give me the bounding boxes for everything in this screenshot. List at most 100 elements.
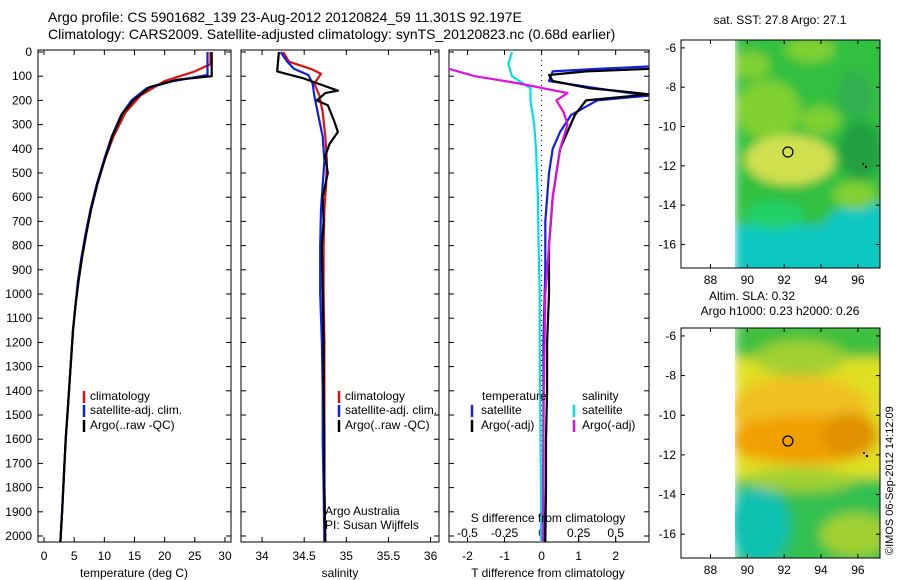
argo-australia-annotation: Argo Australia (325, 504, 400, 518)
top-tick-label: 0.5 (607, 526, 624, 540)
salinity-profiles (276, 51, 339, 542)
map-y-tick-label: -8 (665, 80, 676, 94)
legend-label-satellite-adj: satellite-adj. clim. (90, 403, 182, 417)
sst-heatmap (681, 40, 880, 268)
legend-title-salinity: salinity (582, 389, 619, 403)
x-tick-label: 20 (158, 549, 172, 563)
x-tick-label: 35 (340, 549, 354, 563)
x-tick-label: 34 (255, 549, 269, 563)
y-tick-label: 0 (25, 45, 32, 59)
legend-label-climatology: climatology (345, 389, 405, 403)
map-y-tick-label: -6 (665, 329, 676, 343)
sst-map-frame (680, 39, 881, 269)
temperature-plot-frame (37, 49, 232, 543)
legend-label-temp-argo: Argo(-adj) (481, 418, 534, 432)
legend-label-sal-satellite: satellite (582, 403, 623, 417)
map-x-tick-label: 96 (851, 273, 865, 287)
temperature-profiles (59, 52, 213, 542)
coastline-fragment-1 (862, 163, 868, 169)
sla-map-title: Altim. SLA: 0.32 (709, 289, 795, 303)
sst-map-axes: 88 90 92 94 96 -6 -8 -10 -12 -14 -16 (659, 40, 880, 287)
x-tick-label: 2 (612, 549, 619, 563)
y-tick-label: 800 (12, 239, 32, 253)
map-y-tick-label: -12 (659, 159, 677, 173)
x-tick-label: 25 (188, 549, 202, 563)
coastline-fragment-2 (863, 452, 869, 458)
temperature-axis-label: temperature (deg C) (80, 566, 188, 580)
sla-map-frame (680, 327, 881, 559)
legend-label-argo: Argo(..raw -QC) (345, 418, 430, 432)
series-line-salinity-satellite (507, 51, 543, 542)
sst-map-panel: sat. SST: 27.8 Argo: 27.1 88 90 92 94 96 -6 -8… (659, 13, 881, 287)
temperature-axis: 0 5 10 15 20 25 30 (41, 50, 232, 563)
map-x-tick-label: 96 (851, 563, 865, 577)
map-x-tick-label: 88 (704, 273, 718, 287)
series-line-argo-raw-qc- (59, 52, 213, 542)
legend-label-climatology: climatology (90, 389, 150, 403)
x-tick-label: 30 (218, 549, 232, 563)
legend-title-temperature: temperature (482, 389, 547, 403)
map-y-tick-label: -8 (665, 369, 676, 383)
y-tick-label: 1500 (5, 408, 32, 422)
x-tick-label: -1 (499, 549, 510, 563)
map-y-tick-label: -14 (659, 198, 677, 212)
top-tick-label: -0.25 (491, 526, 519, 540)
y-tick-label: 1900 (5, 505, 32, 519)
pi-annotation: PI: Susan Wijffels (325, 518, 419, 532)
imos-timestamp: ©IMOS 06-Sep-2012 14:12:09 (884, 406, 896, 555)
y-tick-label: 1000 (5, 287, 32, 301)
x-tick-label: 0 (41, 549, 48, 563)
y-tick-label: 500 (12, 166, 32, 180)
salinity-difference-axis: -0.5 -0.25 0 0.25 0.5 (457, 526, 624, 542)
legend-label-sal-argo: Argo(-adj) (582, 418, 635, 432)
y-tick-label: 1100 (6, 311, 32, 325)
x-tick-label: 15 (128, 549, 142, 563)
x-tick-label: 36 (424, 549, 438, 563)
y-tick-label: 300 (12, 118, 32, 132)
y-tick-label: 900 (12, 263, 32, 277)
sst-map-title: sat. SST: 27.8 Argo: 27.1 (714, 13, 847, 27)
salinity-difference-label: S difference from climatology (471, 511, 626, 525)
temperature-legend: climatology satellite-adj. clim. Argo(..… (82, 389, 182, 432)
salinity-panel: 34 34.5 35 35.5 36 salinity climatology sate… (240, 49, 440, 580)
map-x-tick-label: 94 (814, 273, 828, 287)
x-tick-label: 34.5 (293, 549, 317, 563)
salinity-depth-ticks (241, 51, 439, 537)
depth-axis: 0 100 200 300 400 500 600 700 800 900 1000 1100 1200… (5, 45, 231, 543)
chart-title-line-2: Climatology: CARS2009. Satellite-adjuste… (48, 26, 616, 42)
difference-depth-ticks (449, 51, 649, 537)
argo-position-marker (782, 146, 794, 158)
difference-legend-temperature: temperature satellite Argo(-adj) (470, 389, 547, 432)
legend-label-argo: Argo(..raw -QC) (90, 418, 175, 432)
y-tick-label: 1200 (5, 335, 32, 349)
y-tick-label: 600 (12, 190, 32, 204)
map-y-tick-label: -16 (659, 237, 677, 251)
sla-map-subtitle: Argo h1000: 0.23 h2000: 0.26 (701, 304, 860, 318)
argo-position-marker (782, 435, 794, 447)
x-tick-label: 1 (575, 549, 582, 563)
chart-title-line-1: Argo profile: CS 5901682_139 23-Aug-2012… (48, 9, 522, 25)
map-x-tick-label: 88 (704, 563, 718, 577)
salinity-legend: climatology satellite-adj. clim. Argo(..… (337, 389, 437, 432)
map-x-tick-label: 90 (741, 563, 755, 577)
legend-label-temp-satellite: satellite (481, 403, 522, 417)
sla-map-panel: Altim. SLA: 0.32 Argo h1000: 0.23 h2000:… (659, 289, 881, 577)
y-tick-label: 200 (12, 93, 32, 107)
y-tick-label: 1800 (5, 481, 32, 495)
y-tick-label: 1300 (5, 360, 32, 374)
x-tick-label: 35.5 (377, 549, 401, 563)
x-tick-label: -2 (462, 549, 473, 563)
series-line-salinity-argo-adj- (449, 66, 569, 542)
map-y-tick-label: -10 (659, 408, 677, 422)
temperature-panel: 0100200300400500600700800900100011001200… (5, 45, 232, 580)
y-tick-label: 100 (12, 69, 32, 83)
y-tick-label: 400 (12, 142, 32, 156)
x-tick-label: 10 (98, 549, 112, 563)
series-line-argo-raw-qc- (276, 51, 339, 542)
map-x-tick-label: 90 (741, 273, 755, 287)
top-tick-label: 0.25 (567, 526, 591, 540)
salinity-plot-frame (240, 49, 440, 543)
map-y-tick-label: -16 (659, 527, 677, 541)
y-tick-label: 700 (12, 214, 32, 228)
